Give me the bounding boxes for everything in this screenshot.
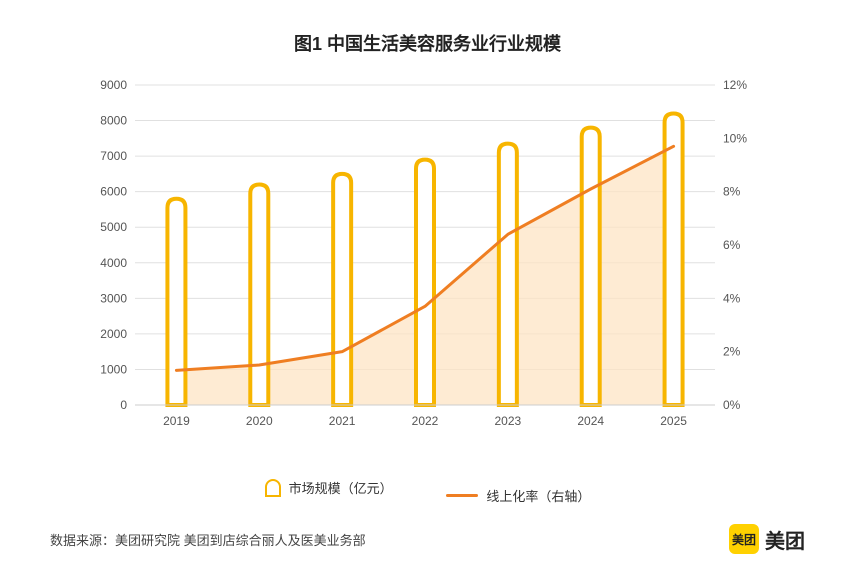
bar-icon [265,479,281,497]
source-text: 数据来源：美团研究院 美团到店综合丽人及医美业务部 [50,530,366,549]
svg-text:10%: 10% [723,131,747,145]
svg-text:6000: 6000 [100,185,127,199]
svg-text:2019: 2019 [163,414,190,428]
footer: 数据来源：美团研究院 美团到店综合丽人及医美业务部 美团 美团 [50,524,805,554]
svg-text:5000: 5000 [100,220,127,234]
svg-text:2024: 2024 [577,414,604,428]
svg-text:8000: 8000 [100,114,127,128]
svg-text:2021: 2021 [329,414,356,428]
chart-title: 图1 中国生活美容服务业行业规模 [0,0,855,56]
svg-text:1000: 1000 [100,362,127,376]
svg-text:2023: 2023 [495,414,522,428]
svg-text:0%: 0% [723,398,741,412]
brand-badge-icon: 美团 [729,524,759,554]
legend-line-label: 线上化率（右轴） [486,486,590,505]
brand-logo: 美团 美团 [729,524,805,554]
legend-bar-label: 市场规模（亿元） [289,478,393,497]
svg-text:2025: 2025 [660,414,687,428]
svg-text:4000: 4000 [100,256,127,270]
chart-svg: 0 1000 2000 3000 4000 5000 6000 7000 8000 9000 0% 2… [80,75,770,445]
svg-text:6%: 6% [723,238,741,252]
svg-text:7000: 7000 [100,149,127,163]
brand-text: 美团 [765,525,805,554]
svg-text:2022: 2022 [412,414,439,428]
legend-item-bar: 市场规模（亿元） [265,478,393,497]
chart-area: 0 1000 2000 3000 4000 5000 6000 7000 8000 9000 0% 2… [80,75,770,445]
svg-text:3000: 3000 [100,291,127,305]
svg-text:2%: 2% [723,345,741,359]
svg-text:12%: 12% [723,78,747,92]
brand-badge-text: 美团 [732,531,756,548]
svg-text:4%: 4% [723,291,741,305]
legend-item-line: 线上化率（右轴） [446,486,590,505]
svg-text:0: 0 [120,398,127,412]
svg-text:9000: 9000 [100,78,127,92]
svg-text:2020: 2020 [246,414,273,428]
svg-text:2000: 2000 [100,327,127,341]
page: 图1 中国生活美容服务业行业规模 0 1000 2000 3000 4000 5000 60… [0,0,855,579]
svg-text:8%: 8% [723,185,741,199]
line-icon [446,494,478,497]
legend: 市场规模（亿元） 线上化率（右轴） [0,478,855,505]
